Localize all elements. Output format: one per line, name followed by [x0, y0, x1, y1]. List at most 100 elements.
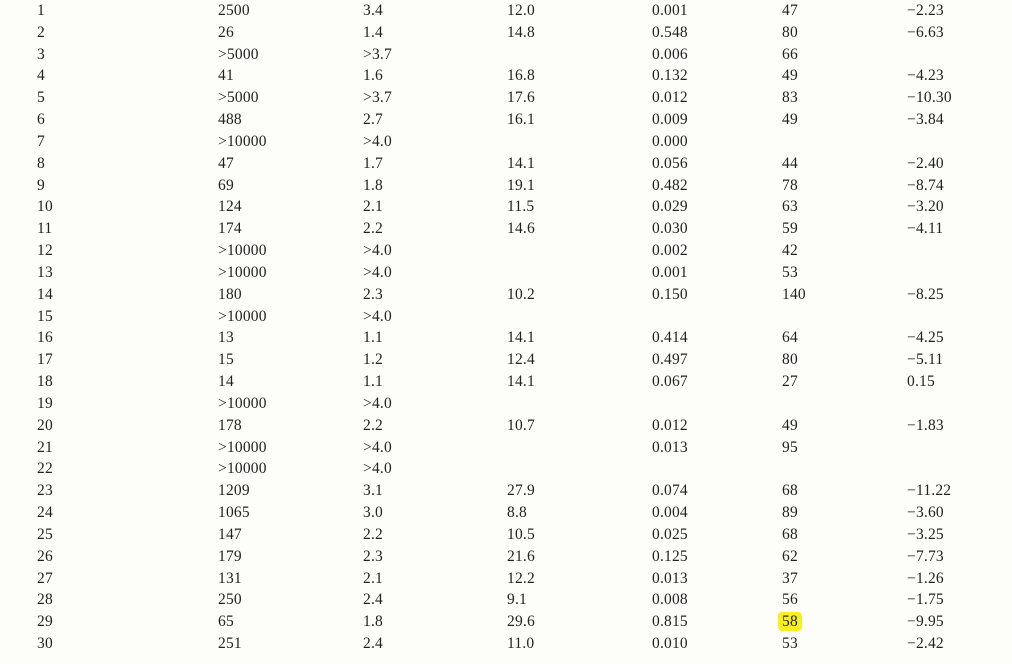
- table-cell: −4.25: [907, 329, 944, 347]
- table-cell: 140: [782, 285, 806, 303]
- table-row: 27 131 2.1 12.2 0.013 37 −1.26: [37, 568, 1012, 590]
- table-cell: [507, 306, 652, 328]
- table-cell: 14.1: [507, 329, 535, 347]
- table-cell: [507, 240, 652, 262]
- table-cell: 12.0: [507, 2, 535, 19]
- table-cell: 10.7: [507, 416, 535, 434]
- row-index-cell: 29: [37, 613, 53, 631]
- table-cell: 0.132: [652, 67, 688, 85]
- table-cell: 49: [782, 111, 798, 129]
- table-row: 7 >10000 >4.0 0.000: [37, 131, 1012, 153]
- row-index-cell: 19: [37, 394, 53, 412]
- table-cell: 3.4: [363, 2, 383, 19]
- row-index-cell: 27: [37, 569, 53, 587]
- table-cell: 80: [782, 23, 798, 41]
- table-cell: 1.8: [363, 613, 383, 631]
- row-index-cell: 1: [37, 2, 45, 19]
- table-cell: 0.548: [652, 23, 688, 41]
- table-cell: 0.001: [652, 2, 688, 19]
- table-cell: 0.002: [652, 242, 688, 260]
- table-cell: [507, 393, 652, 415]
- row-index-cell: 15: [37, 307, 53, 325]
- table-cell: 9.1: [507, 591, 527, 609]
- table-cell: 0.010: [652, 635, 688, 653]
- table-cell: 14.1: [507, 373, 535, 391]
- table-row: 9 69 1.8 19.1 0.482 78 −8.74: [37, 175, 1012, 197]
- table-cell: 68: [782, 482, 798, 500]
- table-cell: −11.22: [907, 482, 952, 500]
- row-index-cell: 17: [37, 351, 53, 369]
- table-row: 22 >10000 >4.0: [37, 458, 1012, 480]
- table-cell: 78: [782, 176, 798, 194]
- table-cell: [782, 458, 907, 480]
- row-index-cell: 2: [37, 23, 45, 41]
- table-row: 6 488 2.7 16.1 0.009 49 −3.84: [37, 109, 1012, 131]
- row-index-cell: 14: [37, 285, 53, 303]
- table-cell: >3.7: [363, 89, 392, 107]
- table-cell: 2.3: [363, 547, 383, 565]
- table-cell: 488: [218, 111, 242, 129]
- table-cell: [907, 44, 1012, 66]
- table-cell: 64: [782, 329, 798, 347]
- table-cell: 12.4: [507, 351, 535, 369]
- table-cell: [907, 393, 1012, 415]
- table-row: 17 15 1.2 12.4 0.497 80 −5.11: [37, 349, 1012, 371]
- table-cell: 21.6: [507, 547, 535, 565]
- table-cell: 0.15: [907, 373, 935, 391]
- table-cell: >4.0: [363, 394, 392, 412]
- table-row: 10 124 2.1 11.5 0.029 63 −3.20: [37, 196, 1012, 218]
- row-index-cell: 11: [37, 220, 53, 238]
- table-cell: >10000: [218, 438, 267, 456]
- table-cell: 11.0: [507, 635, 535, 653]
- table-cell: 2.1: [363, 569, 383, 587]
- table-cell: 47: [782, 2, 798, 19]
- table-cell: −3.20: [907, 198, 944, 216]
- table-cell: 147: [218, 525, 242, 543]
- highlighted-value: 58: [778, 612, 802, 632]
- table-cell: 26: [218, 23, 234, 41]
- table-cell: −1.75: [907, 591, 944, 609]
- table-cell: −5.11: [907, 351, 944, 369]
- table-cell: 16.8: [507, 67, 535, 85]
- table-cell: 0.025: [652, 525, 688, 543]
- table-cell: 53: [782, 263, 798, 281]
- table-cell: 1065: [218, 504, 250, 522]
- table-row: 13 >10000 >4.0 0.001 53: [37, 262, 1012, 284]
- table-cell: 12.2: [507, 569, 535, 587]
- table-row: 21 >10000 >4.0 0.013 95: [37, 437, 1012, 459]
- table-cell: 2.3: [363, 285, 383, 303]
- table-cell: [907, 131, 1012, 153]
- table-cell: >10000: [218, 242, 267, 260]
- table-cell: −10.30: [907, 89, 952, 107]
- table-cell: −1.26: [907, 569, 944, 587]
- table-row: 12 >10000 >4.0 0.002 42: [37, 240, 1012, 262]
- table-cell: 0.013: [652, 569, 688, 587]
- table-cell: >5000: [218, 89, 259, 107]
- table-cell: 2.1: [363, 198, 383, 216]
- table-row: 2 26 1.4 14.8 0.548 80 −6.63: [37, 22, 1012, 44]
- table-cell: >4.0: [363, 242, 392, 260]
- table-cell: 49: [782, 67, 798, 85]
- table-cell: 14.6: [507, 220, 535, 238]
- row-index-cell: 23: [37, 482, 53, 500]
- table-cell: 63: [782, 198, 798, 216]
- table-cell: 1.1: [363, 329, 383, 347]
- table-cell: 2500: [218, 2, 250, 19]
- table-row: 19 >10000 >4.0: [37, 393, 1012, 415]
- table-cell: >4.0: [363, 263, 392, 281]
- table-cell: [507, 44, 652, 66]
- table-cell: 14: [218, 373, 234, 391]
- table-cell: 0.150: [652, 285, 688, 303]
- row-index-cell: 26: [37, 547, 53, 565]
- table-cell: 3.0: [363, 504, 383, 522]
- table-cell: 49: [782, 416, 798, 434]
- row-index-cell: 13: [37, 263, 53, 281]
- table-cell: [652, 306, 782, 328]
- table-cell: −7.73: [907, 547, 944, 565]
- table-cell: 68: [782, 525, 798, 543]
- table-cell: >4.0: [363, 460, 392, 478]
- table-row: 11 174 2.2 14.6 0.030 59 −4.11: [37, 218, 1012, 240]
- table-row: 8 47 1.7 14.1 0.056 44 −2.40: [37, 153, 1012, 175]
- table-cell: 1209: [218, 482, 250, 500]
- table-cell: −8.74: [907, 176, 944, 194]
